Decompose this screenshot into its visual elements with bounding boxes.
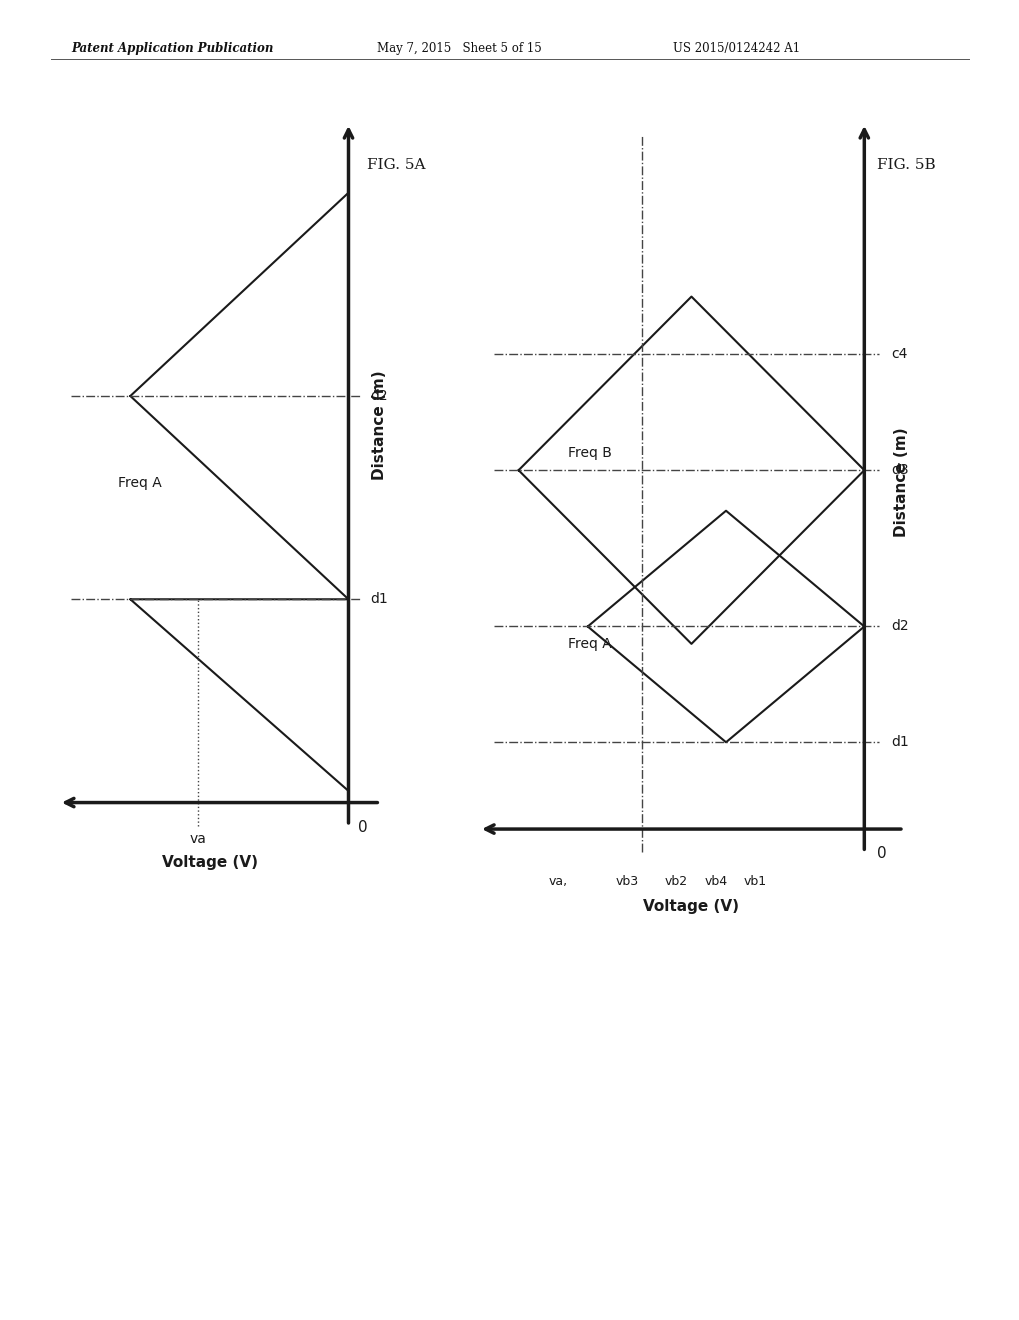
Text: vb2: vb2 — [664, 875, 688, 888]
Text: d3: d3 — [891, 463, 908, 478]
Text: vb3: vb3 — [615, 875, 638, 888]
Text: d2: d2 — [891, 619, 908, 634]
Text: FIG. 5A: FIG. 5A — [367, 158, 425, 173]
Text: May 7, 2015   Sheet 5 of 15: May 7, 2015 Sheet 5 of 15 — [377, 42, 542, 55]
Text: d2: d2 — [370, 389, 387, 403]
Text: vb4: vb4 — [704, 875, 727, 888]
Text: US 2015/0124242 A1: US 2015/0124242 A1 — [673, 42, 800, 55]
Text: Freq A: Freq A — [568, 636, 611, 651]
Text: Patent Application Publication: Patent Application Publication — [71, 42, 273, 55]
Text: d1: d1 — [891, 735, 908, 750]
Text: FIG. 5B: FIG. 5B — [876, 158, 934, 173]
Text: 0: 0 — [358, 820, 368, 836]
Text: Distance (m): Distance (m) — [372, 370, 387, 480]
Text: d1: d1 — [370, 593, 387, 606]
Text: c4: c4 — [891, 347, 907, 362]
Text: Voltage (V): Voltage (V) — [161, 855, 258, 870]
Text: Voltage (V): Voltage (V) — [643, 899, 739, 913]
Text: Distance (m): Distance (m) — [893, 426, 908, 537]
Text: Freq B: Freq B — [568, 446, 611, 459]
Text: va,: va, — [548, 875, 568, 888]
Text: 0: 0 — [875, 846, 886, 862]
Text: vb1: vb1 — [744, 875, 766, 888]
Text: Freq A: Freq A — [118, 477, 162, 490]
Text: va: va — [190, 832, 206, 846]
